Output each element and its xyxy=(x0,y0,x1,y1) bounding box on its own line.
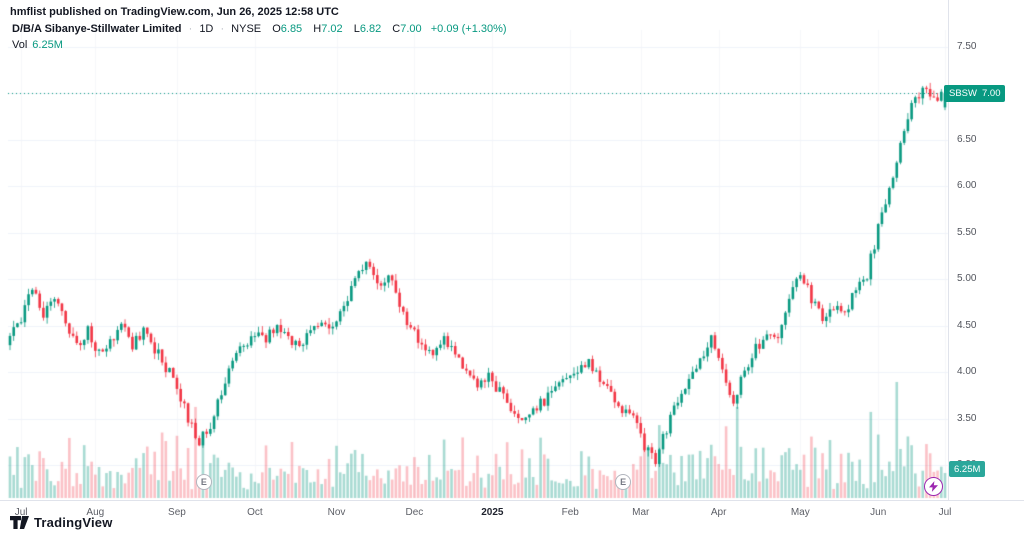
low-value: 6.82 xyxy=(359,23,382,35)
time-scale-label: Apr xyxy=(710,507,727,518)
last-price-badge: SBSW 7.00 xyxy=(944,85,1006,102)
time-scale-label: Aug xyxy=(86,507,105,518)
time-scale-label: Nov xyxy=(327,507,346,518)
time-scale-label: Dec xyxy=(405,507,424,518)
open-value: 6.85 xyxy=(280,23,303,35)
price-scale-label: 7.50 xyxy=(957,41,977,52)
tradingview-logo-mark-icon xyxy=(10,516,29,529)
price-scale[interactable]: 7.507.006.506.005.505.004.504.003.503.00 xyxy=(948,0,1024,500)
tradingview-logo[interactable]: TradingView xyxy=(10,515,113,530)
boost-icon[interactable] xyxy=(924,477,943,496)
high-value: 7.02 xyxy=(321,23,343,35)
separator: · xyxy=(188,23,193,35)
time-scale-label: Jul xyxy=(938,507,952,518)
tradingview-logo-text: TradingView xyxy=(34,515,113,530)
price-scale-label: 3.50 xyxy=(957,412,977,424)
interval-label[interactable]: 1D xyxy=(199,23,214,35)
price-scale-label: 5.50 xyxy=(957,226,977,238)
time-scale-label: Oct xyxy=(247,507,263,518)
separator: · xyxy=(220,23,225,35)
price-scale-label: 4.50 xyxy=(957,319,977,331)
time-scale-label: May xyxy=(790,507,810,518)
close-value: 7.00 xyxy=(400,23,422,35)
earnings-marker[interactable]: E xyxy=(615,474,632,490)
time-scale-label: Feb xyxy=(561,507,579,518)
volume-value: 6.25M xyxy=(32,39,63,51)
time-scale-label: Jul xyxy=(14,507,28,518)
price-scale-label: 5.00 xyxy=(957,273,977,285)
volume-legend[interactable]: Vol 6.25M xyxy=(12,39,63,51)
open-label: O xyxy=(272,23,281,35)
close-label: C xyxy=(392,23,401,35)
volume-label: Vol xyxy=(12,39,28,51)
exchange-label: NYSE xyxy=(231,23,262,35)
price-scale-label: 6.00 xyxy=(957,180,977,192)
chart-legend[interactable]: D/B/A Sibanye-Stillwater Limited · 1D · … xyxy=(12,23,507,35)
price-scale-label: 4.00 xyxy=(957,366,977,378)
time-scale[interactable]: Jul Aug Sep Oct Nov Dec 2025 Feb Mar Apr May Jun Jul xyxy=(0,500,1024,540)
low-label: L xyxy=(353,23,360,35)
change-value: +0.09 (+1.30%) xyxy=(430,23,507,35)
time-scale-label: 2025 xyxy=(481,507,504,518)
time-scale-label: Mar xyxy=(632,507,650,518)
lightning-bolt-icon xyxy=(929,481,938,492)
earnings-marker[interactable]: E xyxy=(195,474,212,490)
price-badge-ticker: SBSW xyxy=(949,88,977,99)
high-label: H xyxy=(313,23,322,35)
price-badge-value: 7.00 xyxy=(981,88,1001,99)
time-scale-label: Jun xyxy=(870,507,887,518)
volume-badge: 6.25M xyxy=(949,461,986,477)
publisher-line: hmflist published on TradingView.com, Ju… xyxy=(10,6,339,18)
symbol-title[interactable]: D/B/A Sibanye-Stillwater Limited xyxy=(12,23,182,35)
price-scale-label: 6.50 xyxy=(957,133,977,145)
time-scale-label: Sep xyxy=(168,507,186,518)
